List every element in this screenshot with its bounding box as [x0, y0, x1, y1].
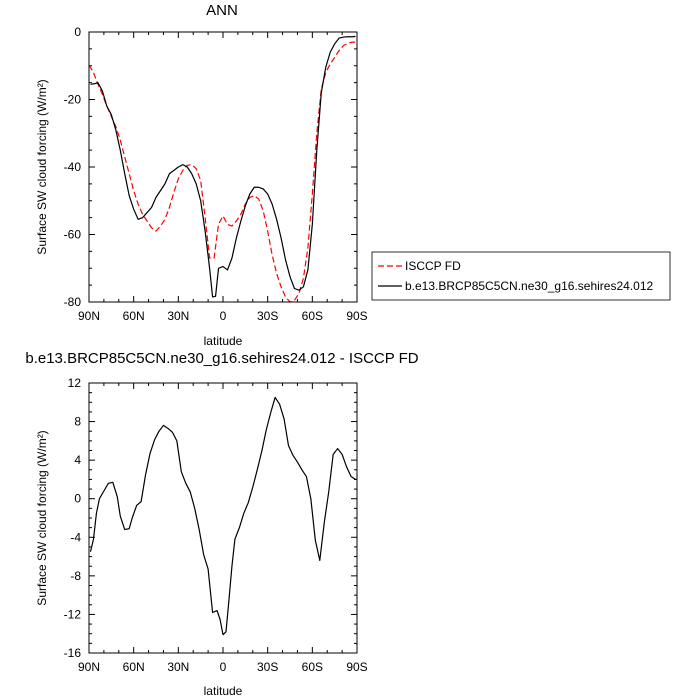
bottom-plot-frame [88, 382, 358, 654]
bottom-x-tick-label: 60S [302, 660, 323, 674]
top-plot-frame [88, 31, 358, 303]
bottom-y-tick-label: -8 [70, 569, 81, 583]
bottom-x-ticks: 90N 60N 30N 0 30S 60S 90S [78, 383, 368, 674]
bottom-series-group [89, 396, 356, 636]
legend-label-model: b.e13.BRCP85C5CN.ne30_g16.sehires24.012 [405, 279, 653, 293]
top-x-tick-label: 60S [302, 309, 323, 323]
top-y-tick-label: -60 [64, 228, 82, 242]
bottom-y-tick-label: 12 [68, 376, 82, 390]
legend-box [371, 251, 671, 301]
bottom-chart-title: b.e13.BRCP85C5CN.ne30_g16.sehires24.012 … [25, 350, 418, 367]
bottom-y-tick-label: 8 [74, 415, 81, 429]
bottom-x-axis-label: latitude [204, 684, 243, 698]
top-x-tick-label: 30N [167, 309, 189, 323]
bottom-y-tick-label: 0 [74, 492, 81, 506]
top-y-ticks: 0 -20 -40 -60 -80 [64, 25, 357, 309]
bottom-x-tick-label: 30S [257, 660, 278, 674]
top-x-tick-label: 90S [346, 309, 367, 323]
top-y-tick-label: -40 [64, 160, 82, 174]
bottom-panel: b.e13.BRCP85C5CN.ne30_g16.sehires24.012 … [25, 350, 418, 698]
bottom-y-tick-label: 4 [74, 453, 81, 467]
top-panel: ANN 0 -20 -40 -60 -80 90N 60N 30N 0 30S 60S 90S la… [35, 2, 671, 348]
top-y-axis-label: Surface SW cloud forcing (W/m²) [35, 79, 49, 254]
legend-label-isccp: ISCCP FD [405, 259, 461, 273]
top-y-tick-label: -20 [64, 93, 82, 107]
top-x-axis-label: latitude [204, 334, 243, 348]
legend: ISCCP FD b.e13.BRCP85C5CN.ne30_g16.sehir… [371, 251, 671, 301]
top-series-line-0 [88, 41, 356, 303]
bottom-y-tick-label: -4 [70, 530, 81, 544]
bottom-y-axis-label: Surface SW cloud forcing (W/m²) [35, 430, 49, 605]
top-x-ticks: 90N 60N 30N 0 30S 60S 90S [78, 32, 368, 323]
top-x-tick-label: 30S [257, 309, 278, 323]
bottom-y-tick-label: -16 [64, 646, 82, 660]
top-chart-title: ANN [206, 2, 238, 19]
top-x-tick-label: 90N [78, 309, 100, 323]
bottom-x-tick-label: 30N [167, 660, 189, 674]
top-x-tick-label: 60N [123, 309, 145, 323]
top-y-tick-label: -80 [64, 295, 82, 309]
top-series-group [88, 35, 356, 303]
top-series-line-1 [90, 35, 356, 298]
bottom-series-line-0 [89, 396, 356, 636]
bottom-x-tick-label: 90S [346, 660, 367, 674]
bottom-x-tick-label: 0 [220, 660, 227, 674]
top-x-tick-label: 0 [220, 309, 227, 323]
bottom-x-tick-label: 90N [78, 660, 100, 674]
bottom-x-tick-label: 60N [123, 660, 145, 674]
bottom-y-tick-label: -12 [64, 607, 82, 621]
top-y-tick-label: 0 [74, 25, 81, 39]
